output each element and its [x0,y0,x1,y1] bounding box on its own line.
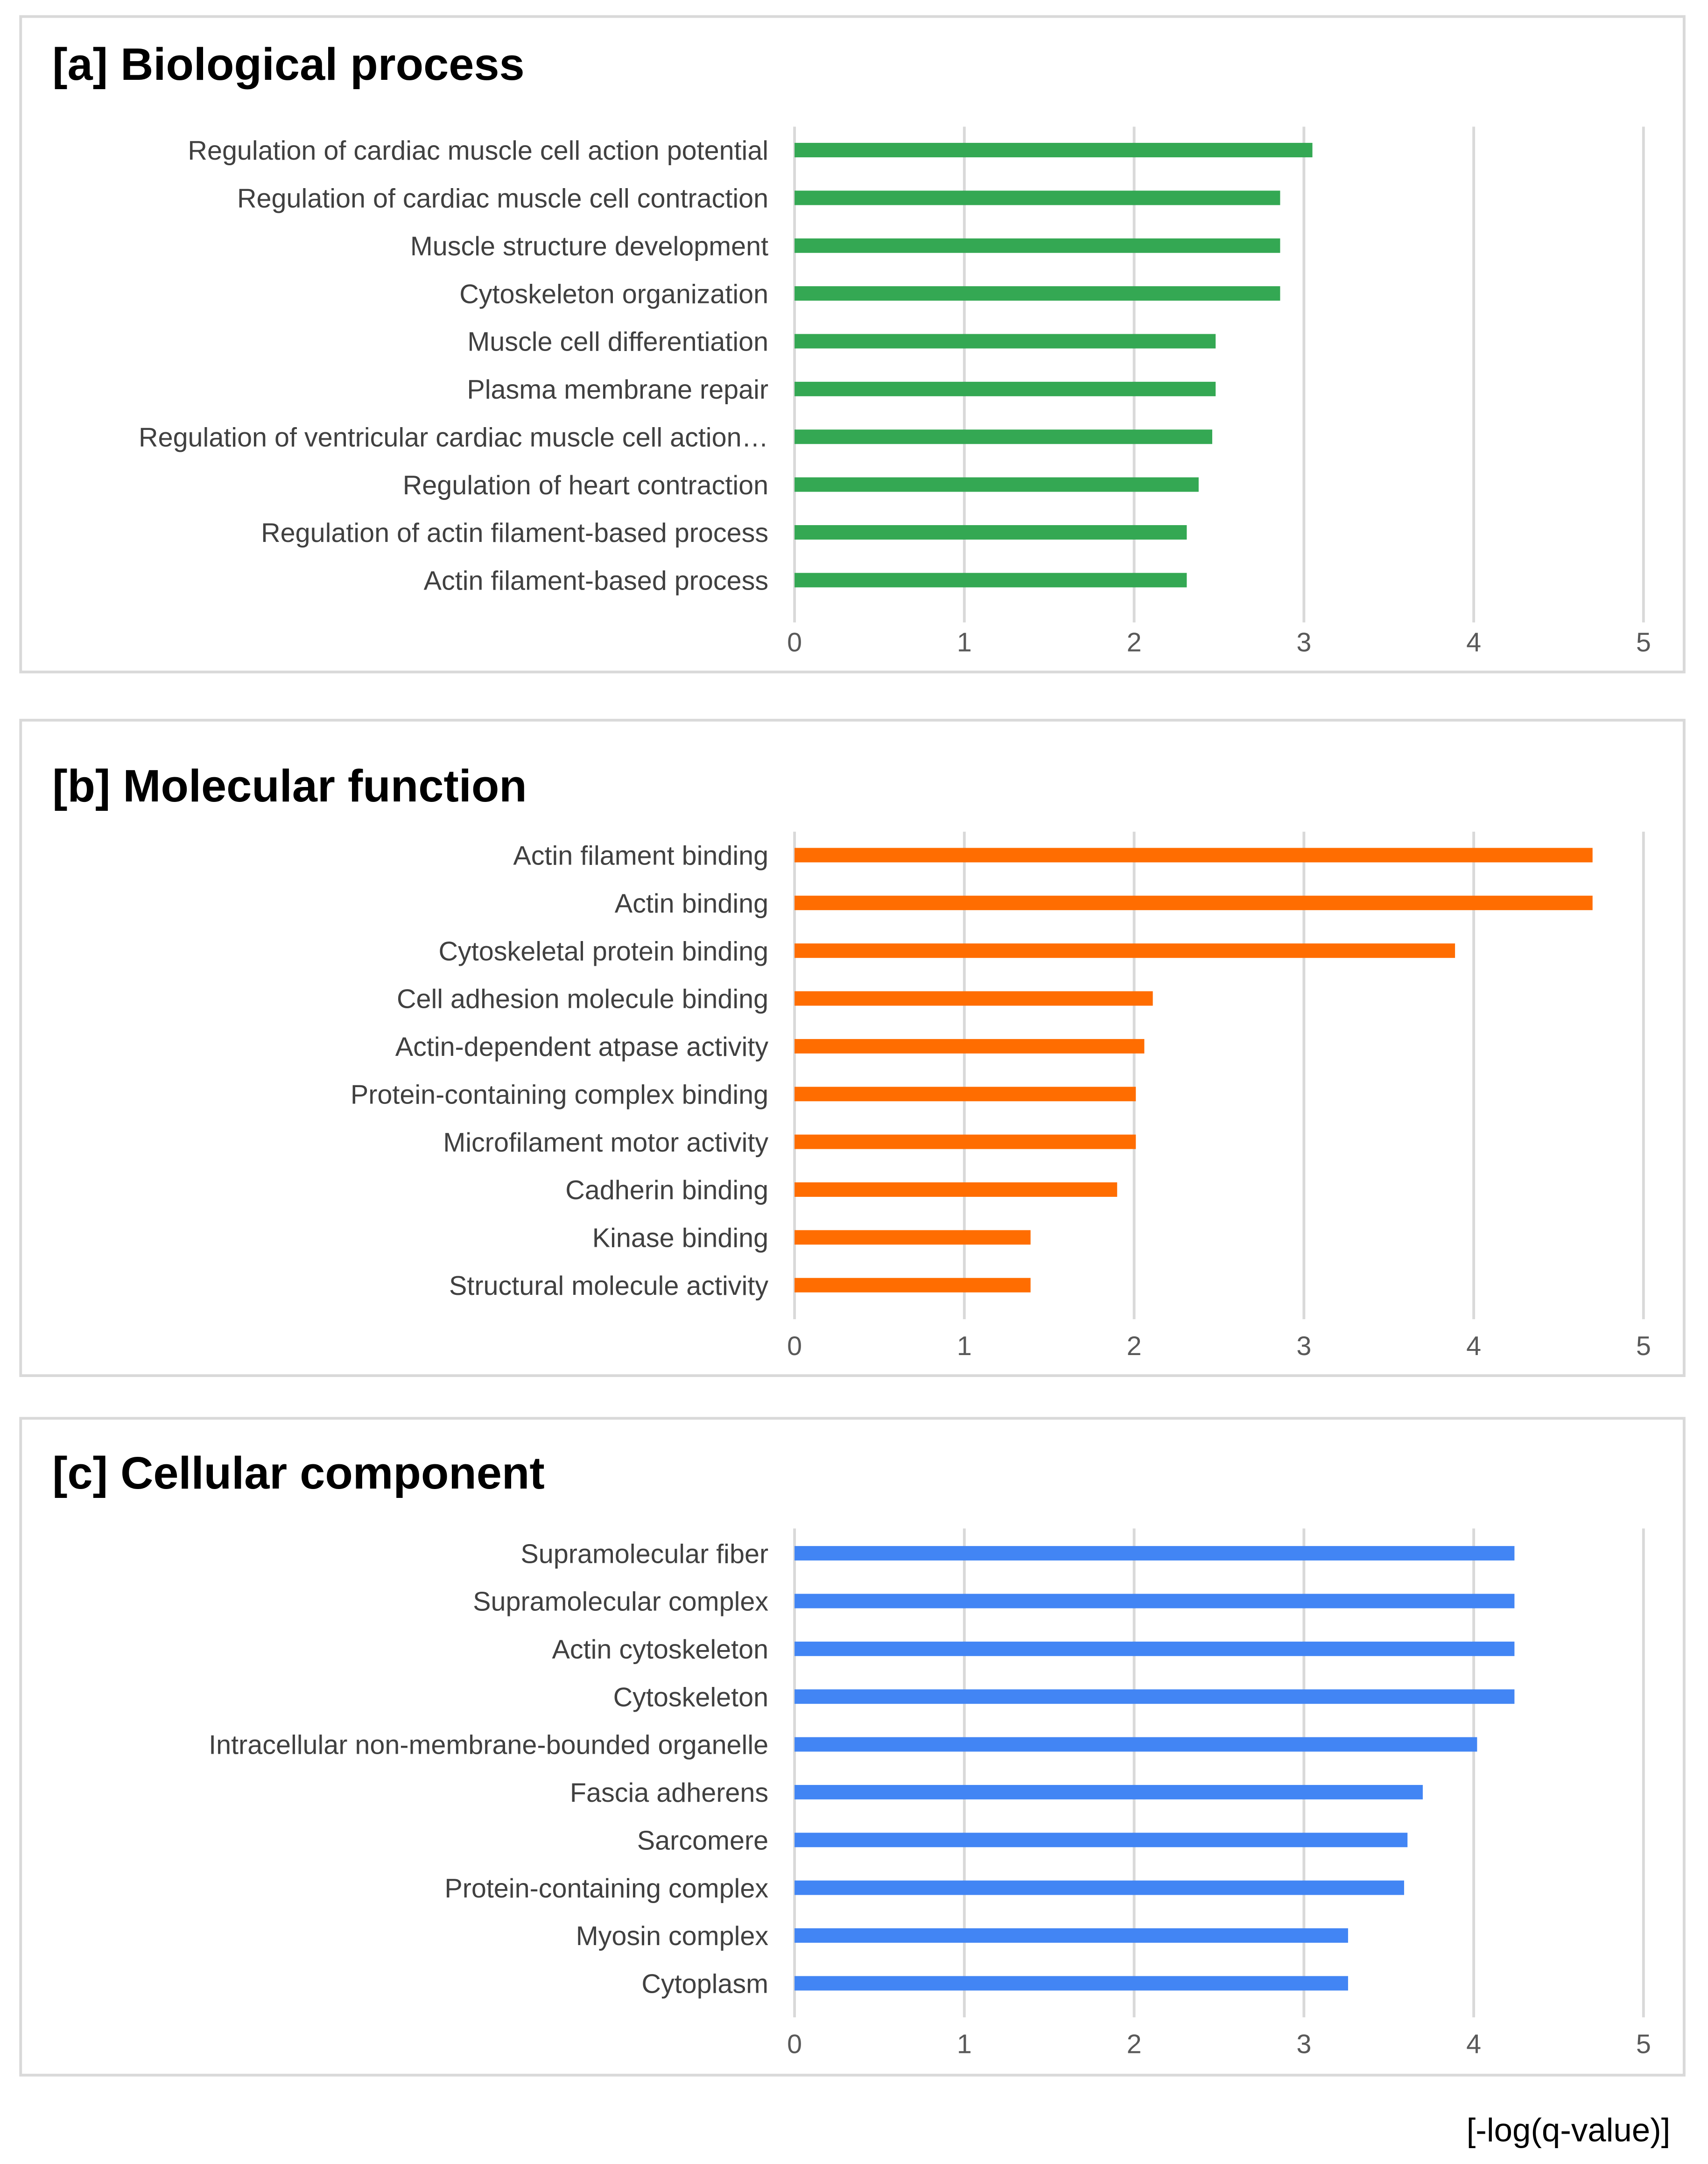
bar-bp-8[interactable] [794,525,1187,540]
category-label-cc-6: Sarcomere [637,1826,768,1855]
bar-mf-4[interactable] [794,1039,1145,1054]
category-label-bp-9: Actin filament-based process [424,566,768,596]
tick-label-cc-5: 5 [1636,2029,1651,2059]
bar-mf-3[interactable] [794,991,1153,1006]
category-label-bp-0: Regulation of cardiac muscle cell action… [188,136,768,166]
bar-mf-2[interactable] [794,943,1455,958]
category-label-mf-1: Actin binding [615,889,768,919]
category-label-bp-3: Cytoskeleton organization [459,279,768,309]
chart-title-cc: [c] Cellular component [52,1447,545,1498]
bar-cc-4[interactable] [794,1737,1477,1752]
tick-label-mf-4: 4 [1466,1331,1481,1361]
chart-title-bp: [a] Biological process [52,39,525,90]
tick-label-cc-1: 1 [957,2029,972,2059]
tick-label-mf-1: 1 [957,1331,972,1361]
category-label-bp-7: Regulation of heart contraction [403,471,768,500]
bar-bp-7[interactable] [794,477,1199,492]
tick-label-bp-4: 4 [1466,627,1481,657]
bar-bp-4[interactable] [794,334,1216,349]
bar-cc-7[interactable] [794,1880,1404,1895]
bar-cc-5[interactable] [794,1785,1423,1799]
bar-cc-2[interactable] [794,1641,1515,1656]
tick-label-cc-3: 3 [1296,2029,1311,2059]
category-label-cc-1: Supramolecular complex [473,1587,768,1617]
tick-label-mf-5: 5 [1636,1331,1651,1361]
category-label-mf-0: Actin filament binding [513,841,768,871]
bar-mf-0[interactable] [794,848,1593,863]
category-label-bp-4: Muscle cell differentiation [467,327,768,357]
tick-label-bp-5: 5 [1636,627,1651,657]
category-label-mf-4: Actin-dependent atpase activity [395,1032,769,1062]
bar-cc-1[interactable] [794,1594,1515,1609]
tick-label-mf-3: 3 [1296,1331,1311,1361]
chart-title-mf: [b] Molecular function [52,760,527,811]
category-label-mf-9: Structural molecule activity [449,1271,768,1301]
bar-cc-8[interactable] [794,1928,1348,1943]
tick-label-bp-3: 3 [1296,627,1311,657]
category-label-mf-6: Microfilament motor activity [443,1128,768,1158]
category-label-mf-7: Cadherin binding [565,1175,768,1205]
tick-label-bp-2: 2 [1127,627,1142,657]
bar-mf-1[interactable] [794,895,1593,910]
x-axis-label: [-log(q-value)] [1467,2112,1671,2149]
bar-cc-3[interactable] [794,1689,1515,1704]
bar-bp-0[interactable] [794,143,1313,158]
tick-label-cc-2: 2 [1127,2029,1142,2059]
bar-cc-6[interactable] [794,1833,1408,1848]
tick-label-bp-0: 0 [787,627,802,657]
bar-bp-2[interactable] [794,238,1280,253]
bar-mf-6[interactable] [794,1134,1136,1149]
tick-label-cc-0: 0 [787,2029,802,2059]
category-label-cc-2: Actin cytoskeleton [552,1635,769,1665]
category-label-bp-1: Regulation of cardiac muscle cell contra… [237,184,768,214]
bar-mf-5[interactable] [794,1087,1136,1102]
category-label-cc-9: Cytoplasm [641,1969,768,1999]
bar-cc-0[interactable] [794,1546,1515,1561]
tick-label-mf-0: 0 [787,1331,802,1361]
category-label-bp-6: Regulation of ventricular cardiac muscle… [139,422,768,452]
category-label-bp-8: Regulation of actin filament-based proce… [261,518,768,548]
category-label-mf-8: Kinase binding [592,1223,768,1253]
tick-label-cc-4: 4 [1466,2029,1481,2059]
bar-cc-9[interactable] [794,1976,1348,1991]
category-label-cc-7: Protein-containing complex [444,1874,768,1904]
category-label-cc-5: Fascia adherens [570,1778,768,1808]
category-label-mf-2: Cytoskeletal protein binding [439,936,769,966]
category-label-mf-5: Protein-containing complex binding [351,1080,768,1110]
bar-bp-5[interactable] [794,381,1216,396]
category-label-cc-0: Supramolecular fiber [520,1539,768,1569]
bar-mf-7[interactable] [794,1182,1118,1197]
bar-bp-1[interactable] [794,190,1280,205]
category-label-bp-5: Plasma membrane repair [467,375,768,405]
category-label-mf-3: Cell adhesion molecule binding [397,984,768,1014]
tick-label-bp-1: 1 [957,627,972,657]
tick-label-mf-2: 2 [1127,1331,1142,1361]
bar-bp-3[interactable] [794,286,1280,301]
category-label-cc-8: Myosin complex [576,1921,769,1951]
bar-mf-9[interactable] [794,1278,1031,1293]
bar-mf-8[interactable] [794,1230,1031,1245]
category-label-cc-4: Intracellular non-membrane-bounded organ… [209,1730,768,1760]
category-label-bp-2: Muscle structure development [410,232,768,261]
bar-bp-6[interactable] [794,429,1212,444]
bar-bp-9[interactable] [794,573,1187,588]
category-label-cc-3: Cytoskeleton [613,1682,768,1712]
